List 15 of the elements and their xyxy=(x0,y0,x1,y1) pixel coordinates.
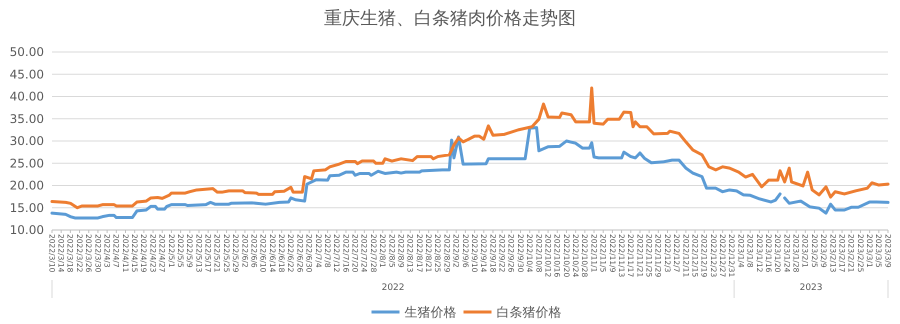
legend-label: 白条猪价格 xyxy=(496,306,562,321)
y-tick-label: 20.00 xyxy=(10,178,44,193)
text: 2023 xyxy=(800,283,823,293)
y-tick-label: 30.00 xyxy=(10,134,44,148)
legend-label: 生猪价格 xyxy=(404,306,456,321)
y-tick-label: 40.00 xyxy=(10,90,44,104)
y-tick-label: 25.00 xyxy=(10,156,44,170)
text: 2022 xyxy=(382,283,405,293)
y-tick-label: 15.00 xyxy=(10,200,44,215)
line-series xyxy=(50,86,890,210)
y-tick-label: 35.00 xyxy=(10,112,44,126)
y-tick-label: 10.00 xyxy=(10,223,44,238)
y-tick-label: 50.00 xyxy=(10,45,44,60)
y-tick-label: 45.00 xyxy=(10,67,44,82)
chart-title: 重庆生猪、白条猪肉价格走势图 xyxy=(324,8,576,29)
